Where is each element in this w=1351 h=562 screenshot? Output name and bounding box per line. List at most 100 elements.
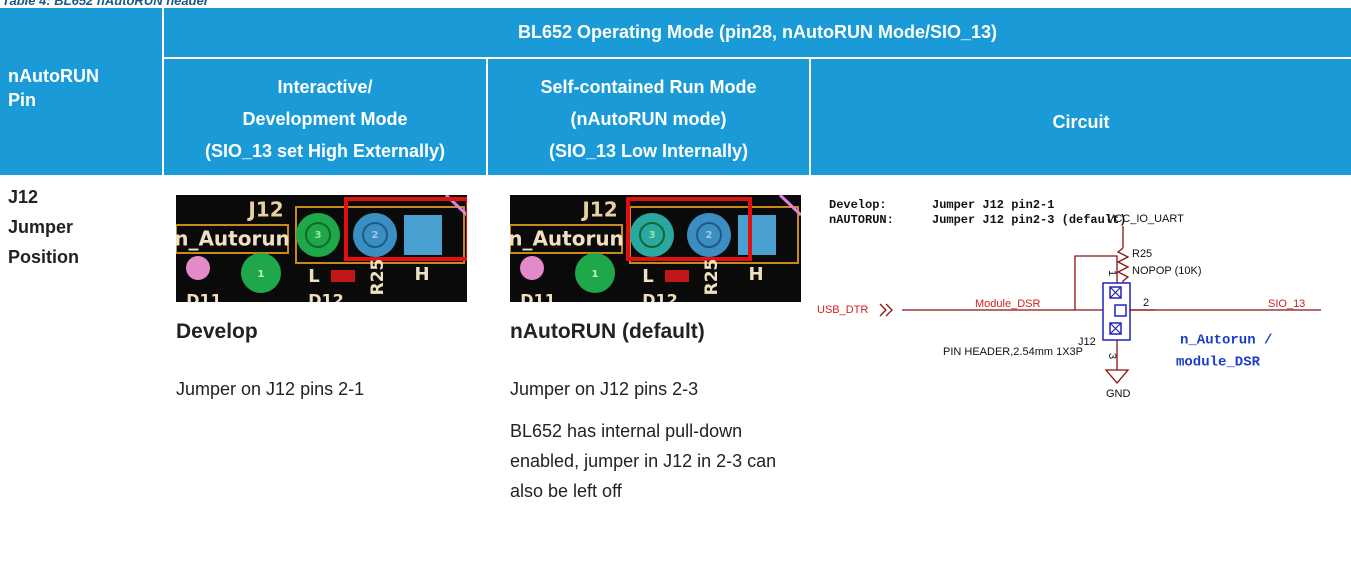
silkscreen: [510, 224, 623, 254]
output-label: SIO_13: [1268, 298, 1305, 310]
ground-symbol: [1104, 369, 1130, 385]
pin-number: 1: [1106, 270, 1118, 276]
ground-label: GND: [1106, 388, 1131, 400]
pad: [241, 253, 281, 293]
pad: [404, 215, 442, 255]
pad-ring: [696, 222, 722, 248]
pin-label: 2: [706, 230, 713, 241]
pcb-net: n_Autorun: [176, 227, 290, 251]
legend-key: Develop:: [829, 198, 887, 212]
header-line: (nAutoRUN mode): [570, 109, 727, 129]
mode-title: nAutoRUN (default): [510, 320, 705, 343]
pcb-ref: J12: [246, 198, 283, 222]
mode-notes: Jumper on J12 pins 2-1: [176, 374, 466, 404]
mode-notes: Jumper on J12 pins 2-3 BL652 has interna…: [510, 374, 795, 506]
header-pin: [1114, 304, 1127, 317]
component: [331, 270, 355, 282]
header-line: (SIO_13 set High Externally): [204, 141, 446, 161]
label-line: J12: [8, 187, 39, 207]
wire: [1074, 255, 1118, 310]
pin-number: 2: [1143, 297, 1149, 309]
pcb-label: R25: [702, 259, 722, 296]
pcb-label: R25: [368, 259, 388, 296]
header-pin: [1109, 286, 1122, 299]
input-label: USB_DTR: [817, 304, 868, 316]
mode-header: Self-contained Run Mode (nAutoRUN mode) …: [488, 59, 809, 175]
header-line: BL652 Operating Mode (pin28, nAutoRUN Mo…: [517, 22, 998, 42]
resistor: [1116, 247, 1130, 310]
header-pin: [1109, 286, 1122, 299]
pad: [630, 213, 674, 257]
caption: Table 4: BL652 nAutoRUN header: [2, 0, 209, 8]
mode-header: Interactive/ Development Mode (SIO_13 se…: [164, 59, 486, 175]
header-desc: PIN HEADER,2.54mm 1X3P: [943, 346, 1083, 358]
header-line: nAutoRUN: [8, 66, 99, 86]
pin-number: 3: [1106, 353, 1118, 359]
highlight: [344, 197, 467, 261]
pad: [575, 253, 615, 293]
header-line: Self-contained Run Mode: [540, 77, 757, 97]
pin-label: 3: [649, 230, 656, 241]
pcb-net: n_Autorun: [510, 227, 624, 251]
pin-label: 3: [315, 230, 322, 241]
pcb-label: L: [308, 266, 319, 287]
note: Jumper on J12 pins 2-1: [176, 379, 365, 399]
circuit-header: Circuit: [811, 59, 1351, 175]
label-line: Jumper: [8, 217, 74, 237]
legend-value: Jumper J12 pin2-1: [932, 198, 1054, 212]
legend-value: Jumper J12 pin2-3 (default): [932, 213, 1126, 227]
pcb-image: J12 n_Autorun 3 2 1 L R25 H D11 D12: [510, 195, 801, 302]
vcc-label: VCC_IO_UART: [1107, 213, 1184, 225]
header-line: Interactive/: [277, 77, 373, 97]
chevron: [885, 303, 893, 317]
pcb-label: H: [414, 264, 429, 285]
pcb-label: D12: [308, 291, 344, 303]
component: [665, 270, 689, 282]
resistor-ref: R25: [1132, 248, 1152, 260]
row-label: J12 Jumper Position: [8, 182, 79, 272]
note: BL652 has internal pull-down enabled, ju…: [510, 421, 777, 501]
header-line: Circuit: [1052, 111, 1110, 132]
pcb-image: J12 n_Autorun 3 2 1 L R25 H D11 D12: [176, 195, 467, 302]
pad-ring: [305, 222, 331, 248]
pin-header: nAutoRUN Pin: [0, 8, 162, 175]
pcb-ref: J12: [580, 198, 617, 222]
pad: [296, 213, 340, 257]
note: Jumper on J12 pins 2-3: [510, 379, 699, 399]
pin-label: 1: [592, 269, 599, 280]
header-line: Development Mode: [242, 109, 408, 129]
pcb-label: H: [748, 264, 763, 285]
pad: [186, 256, 210, 280]
circuit-note: module_DSR: [1176, 355, 1261, 371]
resistor-value: NOPOP (10K): [1132, 265, 1202, 277]
highlight: [626, 197, 752, 261]
silkscreen: [176, 224, 289, 254]
group-header: BL652 Operating Mode (pin28, nAutoRUN Mo…: [164, 8, 1351, 57]
pad: [687, 213, 731, 257]
header-line: (SIO_13 Low Internally): [548, 141, 749, 161]
net-label: Module_DSR: [975, 298, 1040, 310]
pad: [353, 213, 397, 257]
circuit-diagram: Develop: Jumper J12 pin2-1 nAUTORUN: Jum…: [817, 198, 1321, 400]
pcb-label: D11: [186, 291, 222, 303]
mode-title: Develop: [176, 320, 258, 343]
circuit-note: n_Autorun /: [1180, 333, 1272, 349]
pad: [738, 215, 776, 255]
header-pin: [1109, 322, 1122, 335]
pcb-label: D11: [520, 291, 556, 303]
legend-key: nAUTORUN:: [829, 213, 894, 227]
label-line: Position: [8, 247, 79, 267]
header-ref: J12: [1078, 336, 1096, 348]
pin-label: 2: [372, 230, 379, 241]
pad: [520, 256, 544, 280]
pcb-label: L: [642, 266, 653, 287]
header-pin: [1109, 322, 1122, 335]
pad-ring: [639, 222, 665, 248]
header-line: Pin: [8, 90, 37, 110]
pin-label: 1: [258, 269, 265, 280]
pcb-label: D12: [642, 291, 678, 303]
chevron: [879, 303, 887, 317]
trace: [778, 195, 801, 217]
pad-ring: [362, 222, 388, 248]
